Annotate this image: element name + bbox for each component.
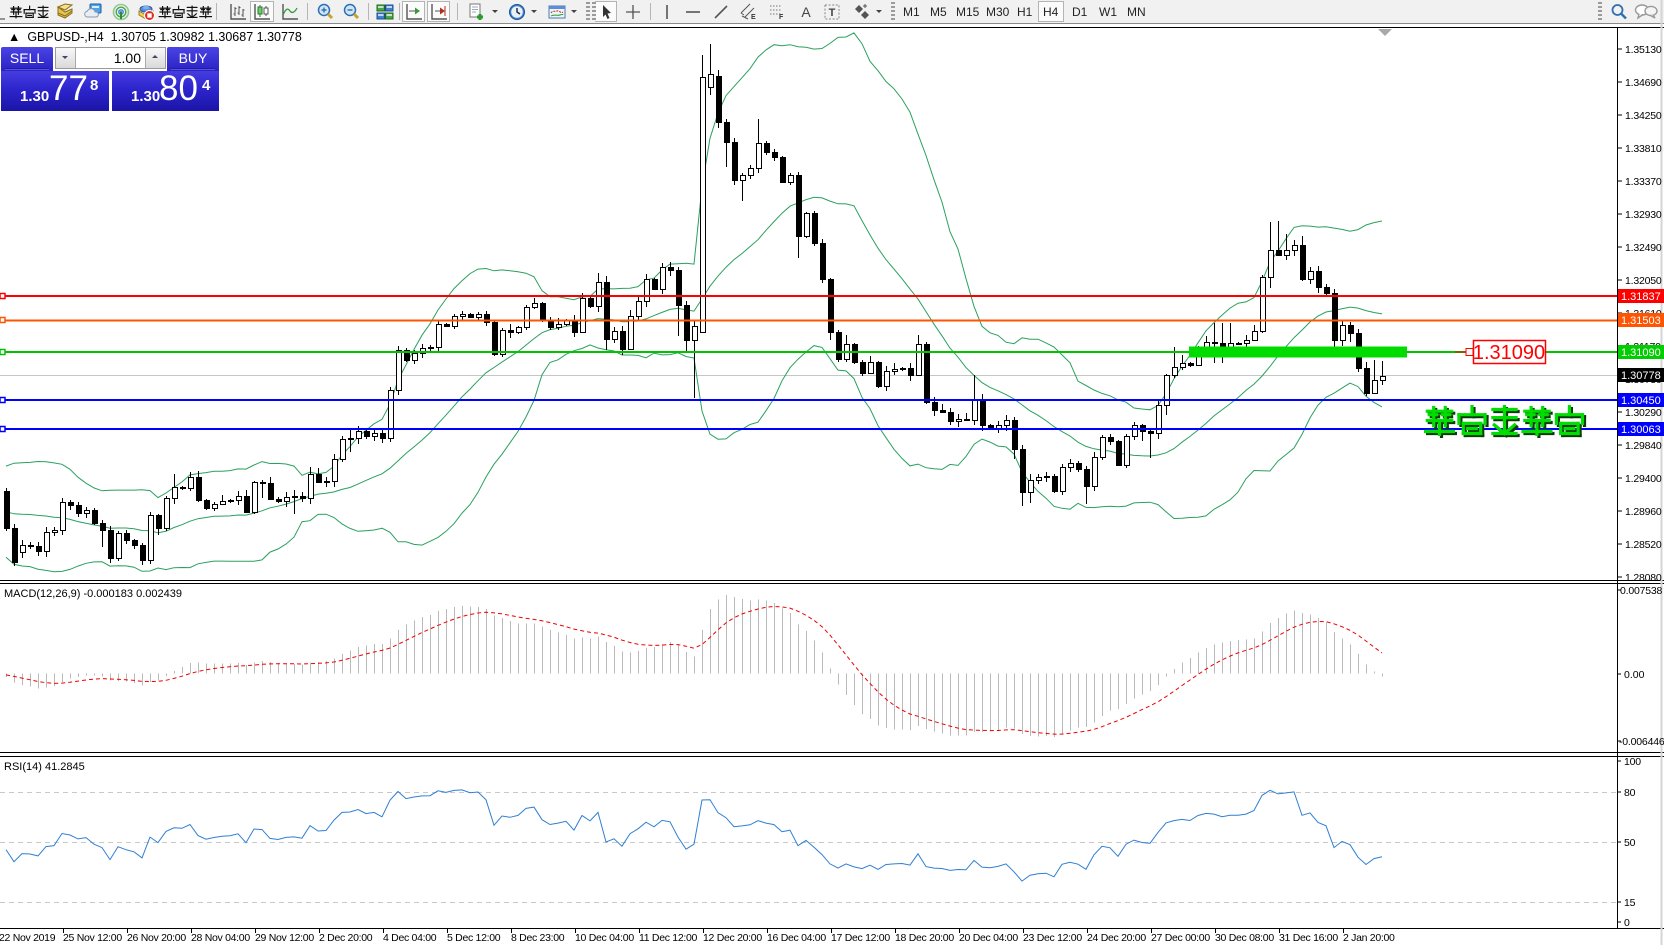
svg-text:1.33370: 1.33370 xyxy=(1625,176,1662,188)
svg-text:0.00: 0.00 xyxy=(1624,669,1645,681)
svg-text:1.28960: 1.28960 xyxy=(1625,506,1662,518)
svg-text:1.30290: 1.30290 xyxy=(1625,407,1662,419)
svg-text:A: A xyxy=(801,4,811,20)
svg-text:F: F xyxy=(779,14,784,21)
svg-text:1.32930: 1.32930 xyxy=(1625,209,1662,221)
svg-text:1.31090: 1.31090 xyxy=(1621,347,1661,359)
svg-text:1.28520: 1.28520 xyxy=(1625,539,1662,551)
svg-text:1.32050: 1.32050 xyxy=(1625,275,1662,287)
svg-text:MACD(12,26,9) -0.000183 0.0024: MACD(12,26,9) -0.000183 0.002439 xyxy=(4,588,182,600)
svg-text:1.31503: 1.31503 xyxy=(1621,315,1661,327)
svg-text:5 Dec 12:00: 5 Dec 12:00 xyxy=(447,932,501,944)
svg-text:0: 0 xyxy=(1624,917,1630,929)
svg-text:E: E xyxy=(751,14,756,21)
svg-text:23 Dec 12:00: 23 Dec 12:00 xyxy=(1023,932,1082,944)
svg-text:2 Dec 20:00: 2 Dec 20:00 xyxy=(319,932,373,944)
svg-text:1.33810: 1.33810 xyxy=(1625,143,1662,155)
svg-text:22 Nov 2019: 22 Nov 2019 xyxy=(0,932,56,944)
svg-text:26 Nov 20:00: 26 Nov 20:00 xyxy=(127,932,186,944)
svg-text:8 Dec 23:00: 8 Dec 23:00 xyxy=(511,932,565,944)
svg-text:2 Jan 20:00: 2 Jan 20:00 xyxy=(1343,932,1395,944)
svg-text:12 Dec 20:00: 12 Dec 20:00 xyxy=(703,932,762,944)
svg-text:T: T xyxy=(829,7,836,19)
svg-text:25 Nov 12:00: 25 Nov 12:00 xyxy=(63,932,122,944)
svg-text:20 Dec 04:00: 20 Dec 04:00 xyxy=(959,932,1018,944)
svg-text:17 Dec 12:00: 17 Dec 12:00 xyxy=(831,932,890,944)
svg-text:100: 100 xyxy=(1624,756,1641,768)
svg-text:27 Dec 00:00: 27 Dec 00:00 xyxy=(1151,932,1210,944)
svg-text:1.31837: 1.31837 xyxy=(1621,291,1661,303)
svg-text:1.34690: 1.34690 xyxy=(1625,77,1662,89)
svg-text:1.30450: 1.30450 xyxy=(1621,395,1661,407)
svg-text:1.34250: 1.34250 xyxy=(1625,110,1662,122)
svg-text:1.31090: 1.31090 xyxy=(1473,342,1545,364)
svg-text:50: 50 xyxy=(1624,837,1636,849)
svg-text:29 Nov 12:00: 29 Nov 12:00 xyxy=(255,932,314,944)
svg-text:1.30063: 1.30063 xyxy=(1621,424,1661,436)
svg-text:24 Dec 20:00: 24 Dec 20:00 xyxy=(1087,932,1146,944)
svg-text:1.30778: 1.30778 xyxy=(1621,370,1661,382)
svg-text:1.28080: 1.28080 xyxy=(1625,572,1662,584)
svg-text:30 Dec 08:00: 30 Dec 08:00 xyxy=(1215,932,1274,944)
svg-text:1.35130: 1.35130 xyxy=(1625,44,1662,56)
svg-text:10 Dec 04:00: 10 Dec 04:00 xyxy=(575,932,634,944)
svg-text:1.32490: 1.32490 xyxy=(1625,242,1662,254)
svg-text:11 Dec 12:00: 11 Dec 12:00 xyxy=(639,932,698,944)
svg-text:16 Dec 04:00: 16 Dec 04:00 xyxy=(767,932,826,944)
svg-text:RSI(14) 41.2845: RSI(14) 41.2845 xyxy=(4,761,85,773)
svg-text:0.007538: 0.007538 xyxy=(1620,585,1663,597)
svg-text:80: 80 xyxy=(1624,787,1636,799)
svg-text:28 Nov 04:00: 28 Nov 04:00 xyxy=(191,932,250,944)
svg-text:4 Dec 04:00: 4 Dec 04:00 xyxy=(383,932,437,944)
svg-text:1.29400: 1.29400 xyxy=(1625,473,1662,485)
svg-text:31 Dec 16:00: 31 Dec 16:00 xyxy=(1279,932,1338,944)
svg-text:18 Dec 20:00: 18 Dec 20:00 xyxy=(895,932,954,944)
svg-text:-0.006446: -0.006446 xyxy=(1619,736,1664,748)
svg-text:15: 15 xyxy=(1624,897,1636,909)
svg-text:1.29840: 1.29840 xyxy=(1625,440,1662,452)
